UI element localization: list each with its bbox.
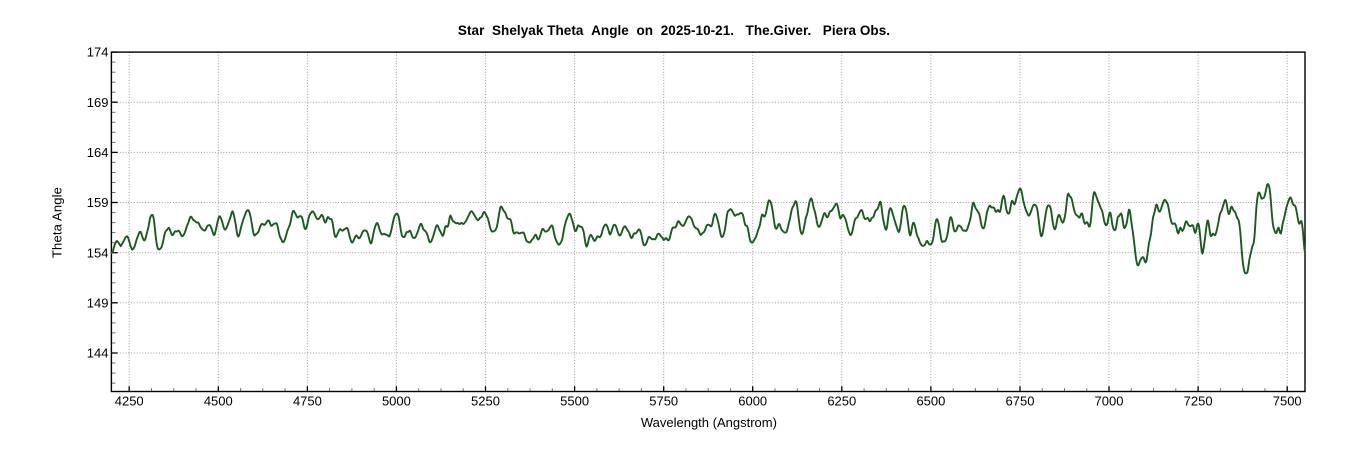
svg-text:Star Shelyak Theta Angle on: Star Shelyak Theta Angle on 2025-10-21. … [458,23,890,38]
svg-text:5750: 5750 [649,394,678,409]
svg-text:169: 169 [87,95,109,110]
svg-text:5000: 5000 [382,394,411,409]
svg-text:Wavelength (Angstrom): Wavelength (Angstrom) [641,415,777,430]
svg-text:149: 149 [87,295,109,310]
svg-text:154: 154 [87,245,109,260]
svg-text:7250: 7250 [1184,394,1213,409]
svg-text:5500: 5500 [560,394,589,409]
svg-text:4750: 4750 [293,394,322,409]
svg-text:6000: 6000 [738,394,767,409]
svg-text:4250: 4250 [115,394,144,409]
svg-text:4500: 4500 [204,394,233,409]
svg-text:144: 144 [87,346,109,361]
svg-text:159: 159 [87,195,109,210]
svg-text:174: 174 [87,45,109,60]
svg-text:164: 164 [87,145,109,160]
svg-text:5250: 5250 [471,394,500,409]
svg-text:7500: 7500 [1273,394,1302,409]
svg-text:Theta Angle: Theta Angle [50,187,65,258]
svg-text:7000: 7000 [1095,394,1124,409]
svg-text:6750: 6750 [1006,394,1035,409]
svg-text:6250: 6250 [827,394,856,409]
svg-text:6500: 6500 [916,394,945,409]
